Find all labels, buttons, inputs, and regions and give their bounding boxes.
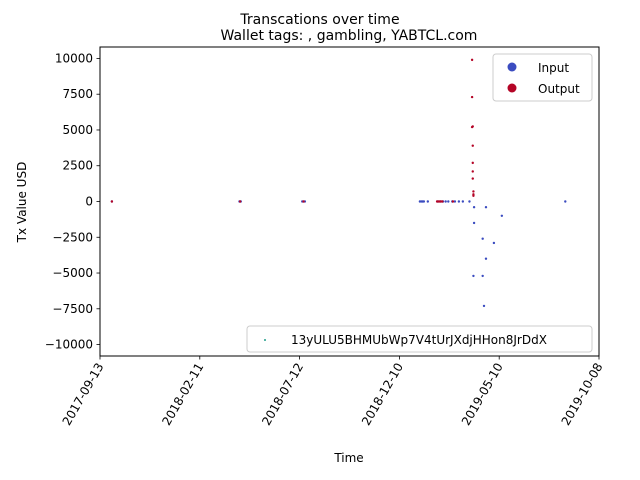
output-point bbox=[471, 177, 474, 180]
y-tick-label: 2500 bbox=[62, 159, 93, 173]
input-point bbox=[564, 200, 567, 203]
chart-suptitle: Transcations over time bbox=[239, 12, 399, 28]
x-tick-label: 2018-07-12 bbox=[259, 361, 306, 428]
input-point bbox=[482, 304, 486, 308]
y-tick-label: 0 bbox=[85, 195, 93, 209]
input-point bbox=[457, 200, 461, 203]
input-point bbox=[444, 200, 447, 203]
legend-address-box bbox=[246, 325, 593, 353]
x-tick-label: 2017-09-13 bbox=[60, 361, 107, 428]
legend-markers-box bbox=[492, 53, 593, 102]
input-point bbox=[481, 274, 484, 278]
output-point bbox=[471, 144, 474, 147]
y-tick-label: 5000 bbox=[62, 123, 93, 137]
chart-title: Wallet tags: , gambling, YABTCL.com bbox=[221, 28, 478, 44]
y-tick-label: 7500 bbox=[62, 87, 93, 101]
input-point bbox=[484, 257, 488, 260]
x-axis: 2017-09-13 2018-02-11 2018-07-12 2018-12-10… bbox=[60, 356, 606, 428]
input-point bbox=[472, 274, 475, 278]
output-point bbox=[451, 200, 455, 203]
legend-address-label: 13yULU5BHMUbWp7V4tUrJXdjHHon8JrDdX bbox=[291, 333, 547, 347]
input-point bbox=[468, 200, 471, 203]
output-point bbox=[471, 161, 474, 165]
x-tick-label: 2018-02-11 bbox=[159, 361, 206, 428]
x-tick-label: 2019-10-08 bbox=[559, 361, 606, 428]
output-point bbox=[110, 200, 114, 203]
output-point bbox=[441, 200, 444, 203]
input-point bbox=[492, 241, 496, 245]
y-tick-label: −2500 bbox=[52, 230, 93, 244]
plot-area: 100007500500025000−2500−5000−7500−10000 … bbox=[45, 46, 606, 428]
y-axis-label: Tx Value USD bbox=[15, 162, 29, 244]
legend-markers: Input Output bbox=[492, 53, 593, 102]
data-points bbox=[110, 58, 567, 308]
input-point bbox=[461, 200, 465, 203]
input-point bbox=[472, 221, 476, 225]
legend-output-marker bbox=[507, 83, 517, 93]
x-axis-label: Time bbox=[333, 451, 363, 465]
legend-address-marker bbox=[264, 339, 266, 341]
x-tick-label: 2018-12-10 bbox=[359, 361, 406, 428]
input-point bbox=[481, 237, 484, 240]
output-point bbox=[470, 58, 474, 62]
legend-address: 13yULU5BHMUbWp7V4tUrJXdjHHon8JrDdX bbox=[246, 325, 593, 353]
input-point bbox=[447, 200, 450, 203]
output-point bbox=[302, 200, 305, 203]
output-point bbox=[238, 200, 242, 203]
y-axis: 10000 7500 5000 2500 0 −2500 −5000 −7500 −10000 bbox=[45, 51, 100, 352]
y-tick-label: −5000 bbox=[52, 266, 93, 280]
input-point bbox=[426, 200, 430, 203]
legend-input-marker bbox=[507, 62, 517, 72]
input-point bbox=[484, 206, 488, 209]
legend-input-label: Input bbox=[538, 61, 569, 75]
y-tick-label: −7500 bbox=[52, 302, 93, 316]
legend-output-label: Output bbox=[538, 82, 580, 96]
y-tick-label: −10000 bbox=[45, 338, 93, 352]
y-tick-label: 10000 bbox=[55, 51, 93, 65]
input-point bbox=[453, 200, 457, 203]
output-point bbox=[472, 194, 475, 197]
output-point bbox=[471, 125, 474, 128]
input-point bbox=[500, 214, 504, 218]
output-point bbox=[471, 170, 474, 173]
output-point bbox=[470, 95, 474, 99]
x-tick-label: 2019-05-10 bbox=[459, 361, 506, 428]
output-point bbox=[472, 190, 475, 193]
input-point bbox=[422, 200, 426, 203]
input-point bbox=[472, 206, 476, 209]
